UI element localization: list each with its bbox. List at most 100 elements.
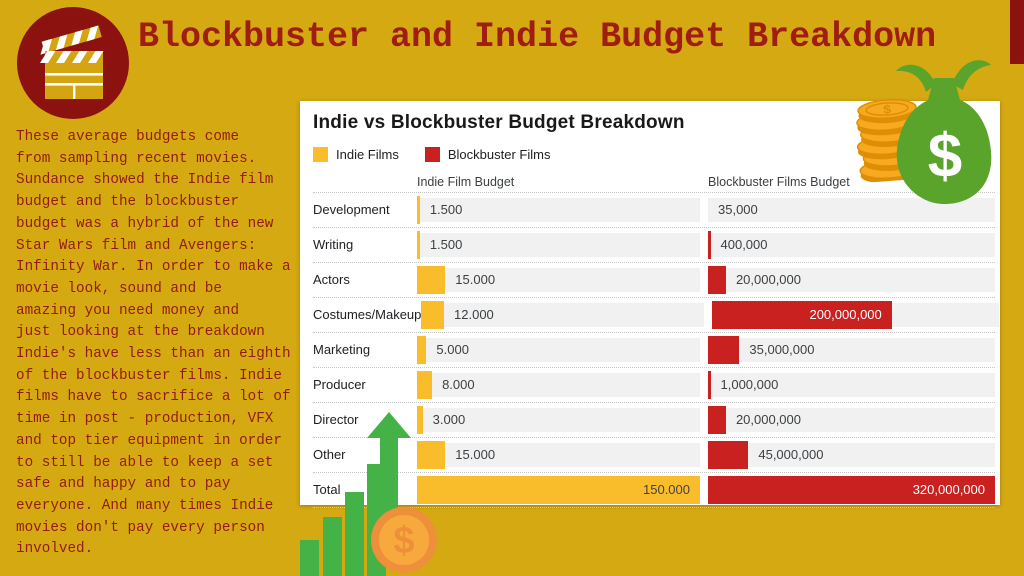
chart-row-total: Total 150.000 320,000,000 (313, 473, 995, 508)
blockbuster-bar-cell: 320,000,000 (708, 473, 995, 507)
indie-bar (417, 196, 420, 224)
bar-value: 200,000,000 (809, 307, 882, 322)
coin-dollar: $ (393, 520, 414, 562)
indie-bar-cell: 150.000 (417, 473, 700, 507)
bar-value: 12.000 (454, 307, 494, 322)
indie-bar (417, 266, 446, 294)
bar-value: 35,000 (718, 202, 758, 217)
chart-card: Indie vs Blockbuster Budget Breakdown In… (300, 101, 1000, 508)
bar-track (708, 408, 995, 432)
blockbuster-bar-cell: 400,000 (708, 228, 995, 262)
bar-track (708, 443, 995, 467)
indie-bar-cell: 1.500 (417, 228, 700, 262)
blockbuster-bar-cell: 35,000,000 (708, 333, 995, 367)
column-headers: Indie Film Budget Blockbuster Films Budg… (313, 171, 995, 192)
bar-value: 150.000 (643, 482, 690, 497)
column-header-indie: Indie Film Budget (417, 174, 515, 189)
bar-value: 1,000,000 (720, 377, 779, 392)
indie-swatch-icon (313, 147, 328, 162)
chart-legend: Indie Films Blockbuster Films (313, 147, 995, 162)
bar-track (708, 268, 995, 292)
bar-value: 15.000 (455, 447, 496, 462)
coin-icon: $ (371, 507, 437, 573)
money-bag-icon: $ (896, 60, 992, 205)
column-header-blockbuster: Blockbuster Films Budget (708, 174, 850, 189)
indie-bar-cell: 12.000 (421, 298, 705, 332)
blockbuster-swatch-icon (424, 147, 440, 162)
row-label: Development (313, 202, 390, 217)
chart-row-director: Director 3.000 20,000,000 (313, 403, 995, 438)
bar-value: 15.000 (455, 272, 496, 287)
blockbuster-bar (708, 231, 711, 259)
chart-row-other: Other 15.000 45,000,000 (313, 438, 995, 473)
row-label: Writing (313, 237, 354, 252)
bar-track (417, 373, 700, 397)
blockbuster-bar (708, 336, 740, 364)
clapperboard-icon (17, 7, 129, 119)
row-label: Actors (313, 272, 350, 287)
bar-track (708, 233, 995, 257)
blockbuster-bar (708, 266, 726, 294)
bar-track (421, 303, 705, 327)
legend-label-blockbuster: Blockbuster Films (447, 147, 551, 162)
bar-track (708, 338, 995, 362)
bar-track (417, 198, 700, 222)
chart-row-writing: Writing 1.500 400,000 (313, 228, 995, 263)
blockbuster-bar-cell: 20,000,000 (708, 403, 995, 437)
indie-bar-cell: 1.500 (417, 193, 700, 227)
bar-track (417, 408, 700, 432)
indie-bar (417, 231, 420, 259)
indie-bar-cell: 15.000 (417, 263, 700, 297)
bar-chart-icon (300, 464, 386, 576)
indie-bar (417, 406, 423, 434)
blockbuster-bar (708, 441, 749, 469)
blockbuster-bar (708, 476, 995, 504)
blockbuster-bar (712, 301, 892, 329)
bar-value: 3.000 (432, 412, 466, 427)
bar-value: 45,000,000 (758, 447, 824, 462)
blockbuster-bar-cell: 20,000,000 (708, 263, 995, 297)
row-label: Marketing (313, 342, 371, 357)
row-label: Other (313, 447, 346, 462)
corner-accent-bar (1010, 0, 1024, 64)
legend-item-indie: Indie Films (313, 147, 399, 162)
row-label: Costumes/Makeup (313, 307, 422, 322)
chart-rows: Development 1.500 35,000 Writing 1.500 400,00… (313, 192, 1000, 508)
bar-value: 1.500 (429, 202, 463, 217)
row-label: Total (313, 482, 341, 497)
indie-bar (417, 371, 433, 399)
indie-bar-cell: 8.000 (417, 368, 700, 402)
description-text: These average budgets come from sampling… (16, 129, 291, 558)
bar-value: 20,000,000 (735, 272, 802, 287)
row-label: Producer (313, 377, 366, 392)
chart-row-producer: Producer 8.000 1,000,000 (313, 368, 995, 403)
bar-track (417, 443, 700, 467)
indie-bar-cell: 3.000 (417, 403, 700, 437)
bar-value: 35,000,000 (749, 342, 815, 357)
clapperboard-badge (17, 7, 129, 119)
row-label: Director (313, 412, 359, 427)
coin-stack-dollar: $ (883, 102, 893, 116)
blockbuster-bar-cell: 45,000,000 (708, 438, 995, 472)
bar-track (708, 373, 995, 397)
indie-bar-cell: 5.000 (417, 333, 700, 367)
blockbuster-bar-cell: 1,000,000 (708, 368, 995, 402)
indie-bar-cell: 15.000 (417, 438, 700, 472)
bar-value: 20,000,000 (735, 412, 802, 427)
legend-label-indie: Indie Films (336, 147, 399, 162)
page-title: Blockbuster and Indie Budget Breakdown (138, 17, 937, 57)
bar-value: 8.000 (442, 377, 475, 392)
bar-value: 1.500 (429, 237, 463, 252)
chart-row-marketing: Marketing 5.000 35,000,000 (313, 333, 995, 368)
bar-value: 5.000 (436, 342, 469, 357)
bar-track (417, 268, 700, 292)
blockbuster-bar (708, 406, 726, 434)
indie-bar (417, 476, 700, 504)
money-bag-dollar: $ (928, 122, 962, 191)
indie-bar (417, 336, 427, 364)
indie-bar (421, 301, 445, 329)
blockbuster-bar (708, 371, 711, 399)
bar-value: 400,000 (720, 237, 768, 252)
chart-row-costumes-makeup: Costumes/Makeup 12.000 200,000,000 (313, 298, 1000, 333)
